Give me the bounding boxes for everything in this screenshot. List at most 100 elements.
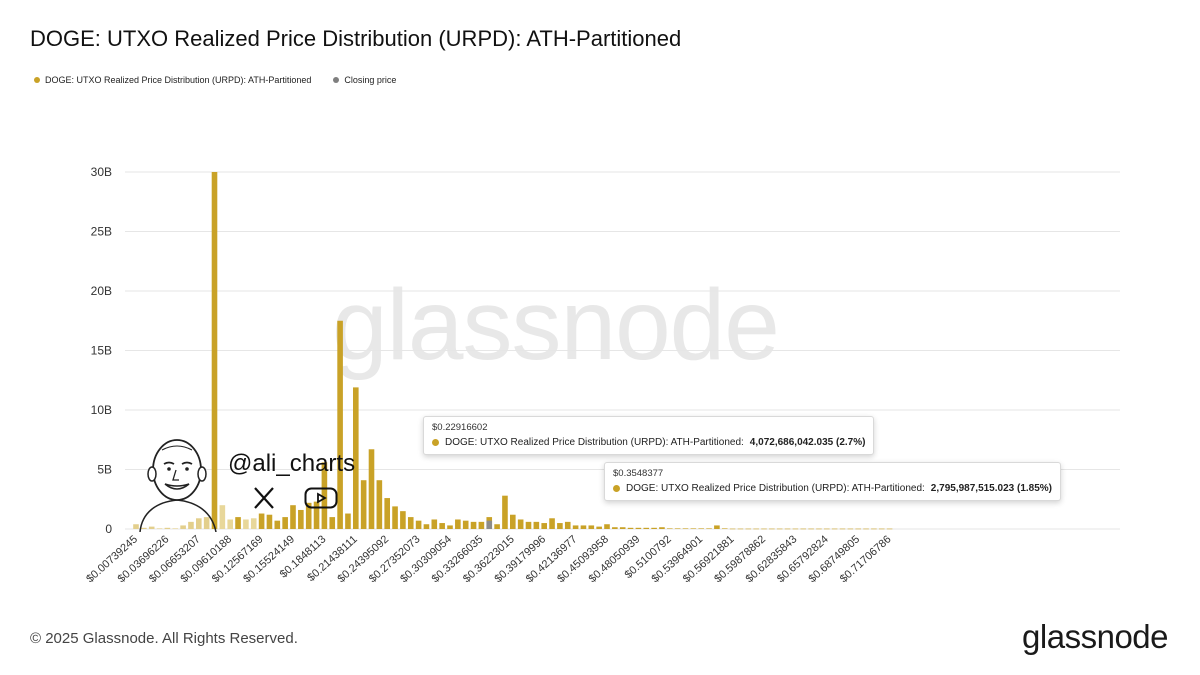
youtube-icon[interactable]	[304, 486, 338, 510]
bar	[462, 520, 469, 529]
bar	[196, 518, 202, 529]
social-icons	[252, 486, 338, 510]
legend-closing-label: Closing price	[344, 75, 397, 85]
bar	[188, 521, 194, 529]
bar	[494, 524, 500, 529]
bar	[423, 524, 430, 529]
bar	[243, 519, 249, 529]
x-logo-icon[interactable]	[252, 486, 276, 510]
bar	[596, 526, 602, 529]
bar	[266, 514, 273, 529]
bar	[345, 513, 351, 529]
bar	[376, 480, 383, 529]
bar	[510, 514, 516, 529]
bar	[557, 523, 563, 529]
bar	[674, 528, 681, 529]
bar	[415, 520, 422, 529]
bar	[258, 513, 265, 529]
bar	[447, 525, 453, 529]
bar	[227, 519, 233, 529]
bar	[824, 528, 830, 530]
bar	[682, 528, 689, 529]
brand-logo: glassnode	[1022, 618, 1168, 655]
bar	[321, 462, 328, 529]
legend-item-closing-price[interactable]: Closing price	[333, 75, 396, 85]
bar	[714, 525, 720, 529]
bar	[360, 480, 367, 529]
bar	[250, 518, 257, 529]
bar	[863, 528, 869, 530]
bar	[572, 525, 579, 529]
bar	[667, 528, 673, 529]
avatar-icon	[139, 439, 217, 532]
author-handle: @ali_charts	[228, 450, 356, 477]
bar	[745, 528, 752, 530]
bar	[659, 527, 665, 529]
bar	[588, 525, 595, 529]
tooltip-1-price: $0.22916602	[432, 422, 488, 433]
bar	[871, 528, 877, 530]
tooltip-2-series: DOGE: UTXO Realized Price Distribution (…	[626, 483, 925, 494]
bar	[541, 523, 547, 529]
y-tick-label: 30B	[91, 165, 112, 179]
bar	[604, 524, 610, 529]
closing-price-bar	[486, 520, 493, 529]
bar	[635, 527, 642, 529]
bar	[313, 501, 320, 529]
bar	[407, 517, 414, 529]
bar	[612, 527, 618, 529]
bar	[439, 523, 445, 529]
bar	[305, 502, 312, 529]
bar	[235, 517, 241, 529]
bar	[698, 528, 704, 529]
bar	[753, 528, 759, 530]
tooltip-1-value: 4,072,686,042.035 (2.7%)	[749, 437, 866, 448]
bar	[517, 519, 524, 529]
tooltip-2-price: $0.3548377	[613, 468, 664, 479]
bar	[816, 528, 822, 530]
bar	[525, 521, 532, 529]
bar	[156, 528, 163, 529]
bar	[737, 528, 744, 530]
watermark: glassnode	[332, 269, 780, 381]
bar	[651, 527, 657, 529]
bar	[478, 521, 485, 529]
y-tick-label: 10B	[91, 403, 112, 417]
bar	[706, 528, 712, 529]
bar	[164, 527, 171, 529]
bar	[470, 521, 477, 529]
bar	[274, 520, 281, 529]
y-tick-label: 0	[105, 522, 112, 536]
bar	[729, 528, 736, 530]
bar	[282, 517, 288, 529]
bar	[533, 521, 540, 529]
bar	[219, 505, 226, 529]
bar	[329, 517, 336, 529]
tooltip-1-series: DOGE: UTXO Realized Price Distribution (…	[445, 437, 744, 448]
bar	[761, 528, 767, 530]
bar	[580, 525, 587, 529]
bar	[792, 528, 799, 530]
bar	[839, 528, 846, 530]
bar	[455, 519, 461, 529]
bar	[172, 528, 179, 529]
y-tick-label: 25B	[91, 225, 112, 239]
legend-urpd-dot-icon	[34, 77, 40, 83]
bar	[502, 495, 508, 529]
bar	[847, 528, 854, 530]
legend-item-urpd[interactable]: DOGE: UTXO Realized Price Distribution (…	[34, 75, 311, 85]
tooltip-2-value: 2,795,987,515.023 (1.85%)	[930, 483, 1053, 494]
y-tick-label: 20B	[91, 284, 112, 298]
bar	[148, 526, 155, 529]
bar	[800, 528, 807, 530]
y-tick-label: 15B	[91, 344, 112, 358]
bar	[141, 527, 147, 529]
bar	[211, 172, 218, 529]
tooltip-2-dot-icon	[613, 485, 620, 492]
bar	[368, 449, 375, 529]
y-tick-label: 5B	[97, 463, 112, 477]
bar	[564, 521, 571, 529]
bar	[431, 519, 438, 529]
tooltip-2: $0.3548377 DOGE: UTXO Realized Price Dis…	[604, 462, 1062, 501]
